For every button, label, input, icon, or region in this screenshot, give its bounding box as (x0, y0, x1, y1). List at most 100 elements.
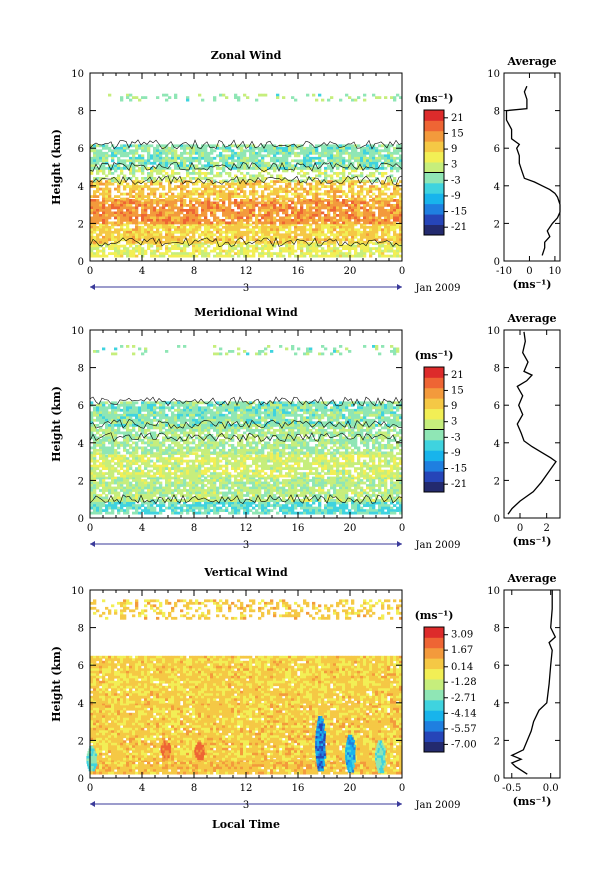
heatmap-cell-layer-2 (375, 484, 379, 487)
heatmap-cell-layer-4 (168, 187, 172, 191)
heatmap-cell-layer-3 (201, 201, 205, 205)
heatmap-cell-layer-4 (192, 187, 196, 191)
heatmap-cell-layer-3 (312, 221, 316, 225)
heatmap-cell-layer-3 (150, 216, 154, 220)
heatmap-cell-layer-1 (366, 509, 370, 512)
heatmap-cell-layer-4 (393, 192, 397, 196)
heatmap-cell-layer-3 (387, 211, 391, 215)
heatmap-cell-layer-1 (120, 501, 124, 505)
heatmap-cell-layer-2 (243, 230, 247, 234)
heatmap-cell-layer-2 (381, 481, 385, 485)
heatmap-cell-layer-1 (288, 501, 292, 505)
heatmap-cell-layer-1 (333, 506, 337, 510)
heatmap-cell-layer-4 (162, 185, 166, 188)
heatmap-cell-layer-1 (273, 501, 277, 505)
heatmap-cell-layer-4 (225, 192, 229, 196)
heatmap-cell-layer-2 (324, 235, 328, 239)
heatmap-cell-layer-6 (126, 146, 130, 150)
heatmap-cell-layer-2 (261, 486, 265, 490)
heatmap-cell-layer-5 (333, 172, 337, 175)
heatmap-cell-layer-3 (231, 201, 235, 205)
heatmap-cell-layer-2 (285, 230, 289, 234)
heatmap-cell-layer-2 (177, 479, 181, 482)
heatmap-cell-layer-1 (327, 511, 331, 515)
heatmap-cell-layer-1 (351, 501, 355, 505)
heatmap-cell-layer-2 (189, 240, 193, 244)
heatmap-cell-layer-6 (330, 154, 334, 158)
heatmap-cell-layer-1 (186, 244, 190, 248)
heatmap-cell-layer-6 (141, 149, 145, 153)
heatmap-cell-layer-3 (276, 201, 280, 205)
heatmap-cell-layer-2 (303, 481, 307, 485)
heatmap-cell-layer-4 (294, 192, 298, 196)
heatmap-cell-layer-1 (159, 506, 163, 510)
heatmap-cell-layer-2 (372, 479, 376, 482)
heatmap-cell-layer-1 (318, 501, 322, 505)
heatmap-cell-layer-4 (309, 182, 313, 186)
heatmap-cell-layer-2 (366, 476, 370, 480)
heatmap-cell-layer-1 (255, 504, 259, 507)
heatmap-cell-layer-6 (399, 149, 403, 153)
heatmap-cell-layer-3 (132, 206, 136, 210)
heatmap-cell-layer-6 (279, 156, 283, 160)
heatmap-cell-layer-2 (273, 233, 277, 237)
heatmap-cell-layer-2 (348, 479, 352, 482)
heatmap-cell-layer-1 (234, 244, 238, 248)
heatmap-cell-layer-6 (210, 159, 214, 163)
heatmap-cell-layer-6 (165, 146, 169, 150)
heatmap-cell-layer-2 (360, 238, 364, 242)
heatmap-cell-layer-2 (276, 235, 280, 239)
heatmap-cell-layer-2 (270, 228, 274, 232)
heatmap-cell-layer-3 (300, 204, 304, 207)
heatmap-cell-layer-1 (348, 252, 352, 255)
heatmap-cell-layer-1 (321, 254, 325, 258)
heatmap-cell-layer-6 (195, 144, 199, 148)
heatmap-cell-layer-3 (189, 206, 193, 210)
heatmap-cell-layer-2 (369, 476, 373, 480)
heatmap-cell-layer-1 (360, 254, 364, 258)
heatmap-cell-layer-2 (177, 225, 181, 229)
heatmap-cell-layer-6 (237, 161, 241, 165)
heatmap-cell-layer-3 (213, 211, 217, 215)
heatmap-cell-layer-3 (291, 211, 295, 215)
heatmap-cell-layer-4 (255, 182, 259, 186)
heatmap-cell-layer-2 (120, 489, 124, 492)
heatmap-cell-layer-1 (132, 504, 136, 507)
heatmap-cell-layer-6 (207, 159, 211, 163)
heatmap-cell-layer-3 (351, 206, 355, 210)
heatmap-cell-layer-5 (369, 174, 373, 178)
heatmap-cell-layer-1 (348, 249, 352, 253)
heatmap-cell-layer-6 (243, 159, 247, 163)
heatmap-cell-layer-6 (126, 159, 130, 163)
heatmap-cell-layer-2 (258, 238, 262, 242)
heatmap-cell-layer-1 (336, 249, 340, 253)
heatmap-cell-layer-5 (186, 172, 190, 175)
heatmap-cell-layer-3 (165, 219, 169, 222)
heatmap-cell-layer-2 (264, 223, 268, 227)
heatmap-cell-layer-2 (318, 230, 322, 234)
heatmap-cell-layer-2 (309, 223, 313, 227)
heatmap-cell-layer-3 (165, 211, 169, 215)
heatmap-cell-layer-5 (114, 179, 118, 183)
heatmap-cell-layer-2 (231, 486, 235, 490)
heatmap-cell-layer-2 (288, 233, 292, 237)
heatmap-cell-layer-1 (399, 249, 403, 253)
heatmap-cell-layer-2 (231, 225, 235, 229)
heatmap-cell-layer-6 (324, 146, 328, 150)
heatmap-cell-layer-3 (312, 211, 316, 215)
heatmap-cell-layer-5 (219, 174, 223, 178)
heatmap-cell-layer-2 (159, 225, 163, 229)
heatmap-cell-layer-2 (99, 240, 103, 244)
heatmap-cell-layer-2 (396, 476, 400, 480)
heatmap-cell-layer-5 (396, 169, 400, 173)
heatmap-cell-layer-4 (96, 180, 100, 183)
heatmap-cell-layer-2 (198, 489, 202, 492)
heatmap-cell-layer-3 (333, 214, 337, 217)
heatmap-cell-layer-3 (168, 209, 172, 212)
heatmap-cell-layer-3 (354, 221, 358, 225)
heatmap-cell-layer-1 (228, 254, 232, 258)
average-x-tick-label: 10 (549, 266, 562, 277)
heatmap-cell-layer-1 (171, 247, 175, 250)
heatmap-cell-layer-4 (291, 187, 295, 191)
heatmap-cell-layer-2 (123, 479, 127, 482)
